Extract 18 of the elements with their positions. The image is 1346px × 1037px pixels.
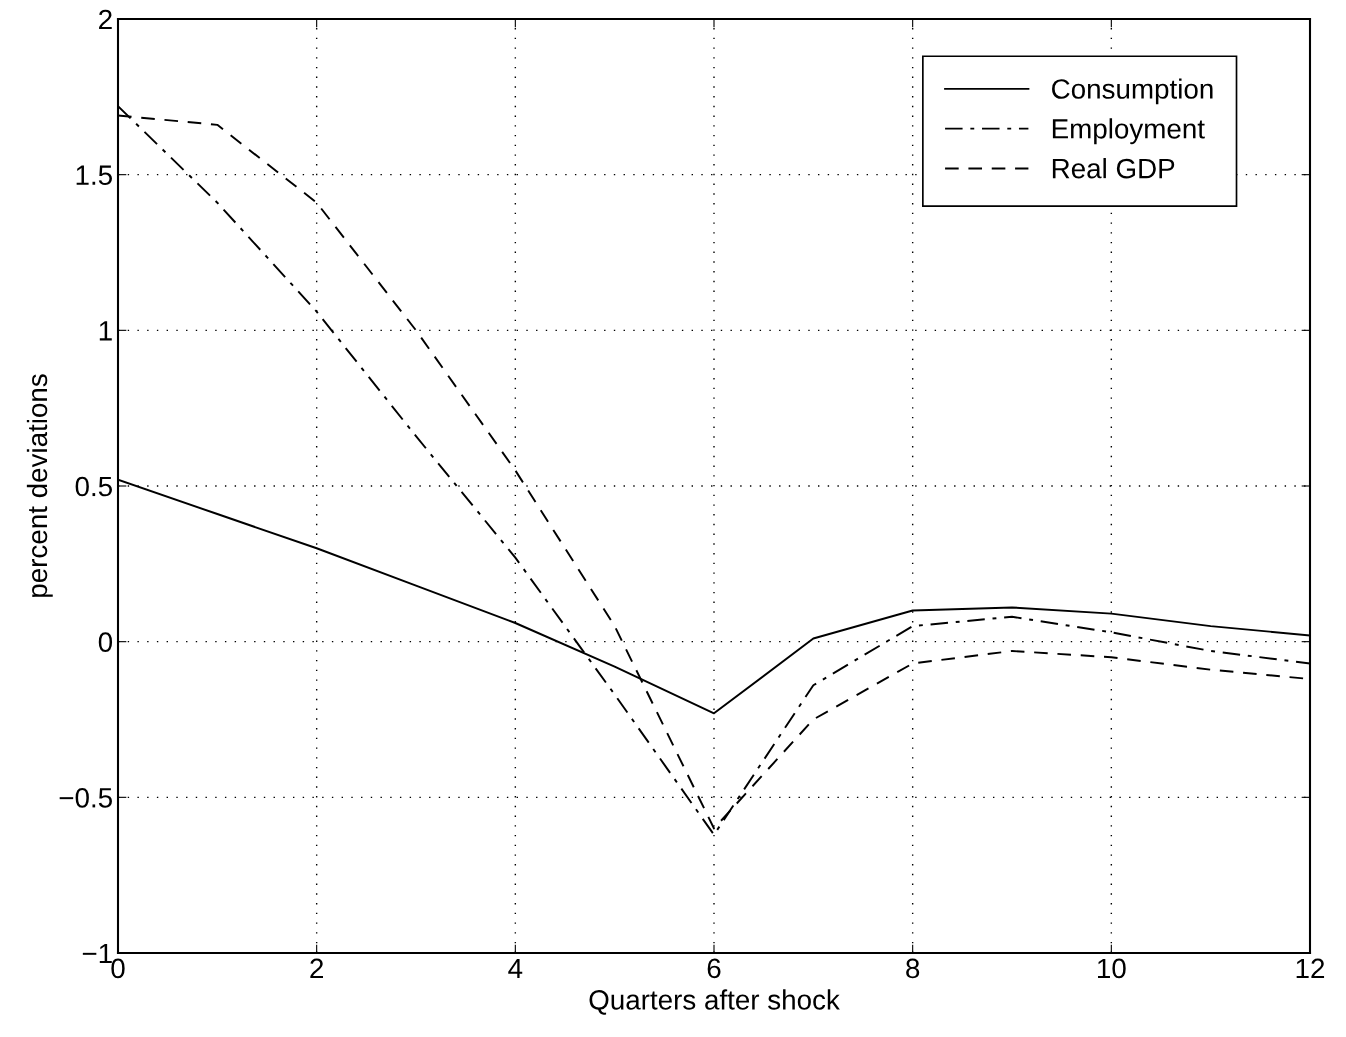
y-axis-title: percent deviations: [26, 374, 53, 597]
y-tick-label: 2: [99, 9, 112, 30]
y-tick-label: 0.5: [75, 476, 112, 497]
x-tick-label: 4: [508, 958, 523, 978]
y-tick-label: −0.5: [59, 788, 112, 808]
legend-label: Consumption: [1052, 78, 1213, 105]
x-tick-label: 6: [707, 958, 721, 979]
y-tick-label: 1.5: [76, 165, 112, 186]
y-tick-label: −1: [82, 943, 112, 964]
x-tick-label: 10: [1098, 958, 1126, 979]
x-axis-title: Quarters after shock: [589, 989, 840, 1015]
y-tick-label: 0: [98, 632, 113, 653]
x-tick-label: 2: [310, 958, 323, 978]
x-tick-label: 12: [1296, 958, 1325, 978]
x-tick-label: 8: [906, 958, 920, 979]
legend-label: Real GDP: [1052, 158, 1175, 179]
legend-label: Employment: [1052, 118, 1205, 145]
y-tick-label: 1: [99, 321, 112, 341]
